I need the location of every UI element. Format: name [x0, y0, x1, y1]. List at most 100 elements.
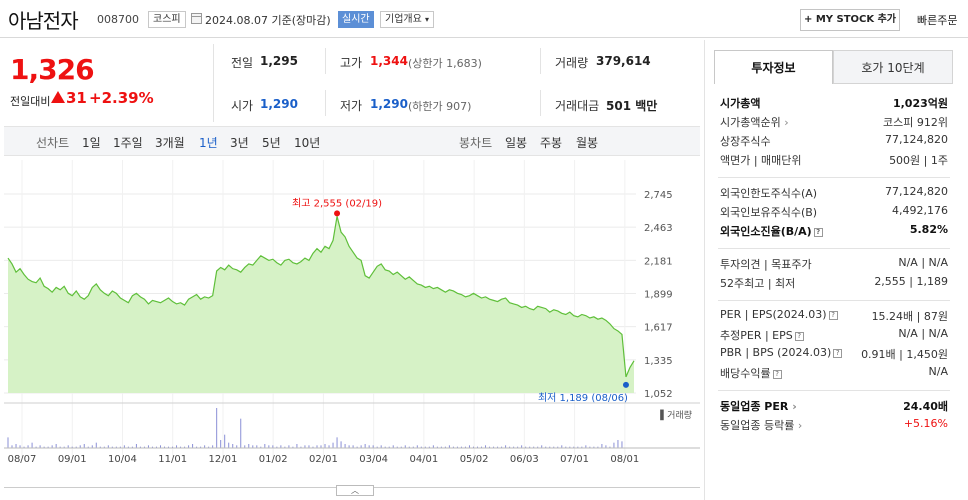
info-value: N/A | N/A: [898, 256, 948, 269]
y-tick-label: 2,745: [644, 190, 673, 201]
y-tick-label: 1,899: [644, 290, 673, 301]
price-chart[interactable]: 2,745 2,463 2,181 1,899 1,617 1,335 1,052 08/07…: [4, 160, 700, 468]
info-row: 52주최고 | 최저 2,555 | 1,189: [720, 275, 948, 292]
info-label: 시가총액순위 ›: [720, 116, 789, 129]
volume-value: 379,614: [596, 54, 651, 68]
x-tick-label: 02/01: [309, 454, 338, 465]
info-label: 상장주식수: [720, 135, 771, 148]
tab-orderbook[interactable]: 호가 10단계: [833, 50, 953, 84]
candle-monthly[interactable]: 월봉: [576, 136, 599, 150]
add-mystock-button[interactable]: + MY STOCK 추가: [800, 9, 900, 31]
chevron-right-icon: ›: [788, 400, 797, 413]
period-1w[interactable]: 1주일: [113, 136, 143, 150]
stock-header: [0, 0, 968, 38]
help-icon[interactable]: ?: [794, 332, 804, 341]
info-label: 액면가 | 매매단위: [720, 154, 802, 167]
help-icon[interactable]: ?: [828, 311, 838, 320]
info-value: +5.16%: [903, 417, 948, 430]
tab-underline-mask: [714, 84, 833, 85]
help-icon[interactable]: ?: [772, 370, 782, 379]
candle-chart-label: 봉차트: [459, 136, 493, 150]
info-value: 코스피 912위: [883, 116, 948, 129]
stock-name: 아남전자: [8, 9, 79, 33]
period-1y[interactable]: 1년: [199, 136, 218, 150]
quick-order-link[interactable]: 빠른주문: [917, 14, 958, 27]
x-tick-label: 08/07: [8, 454, 37, 465]
realtime-button[interactable]: 실시간: [338, 11, 374, 28]
info-row[interactable]: 추정PER | EPS? N/A | N/A: [720, 327, 948, 344]
amount-value: 501 백만: [606, 99, 658, 113]
info-label: 시가총액: [720, 97, 761, 110]
info-value: 500원 | 1주: [889, 154, 948, 167]
lower-limit: (하한가 907): [408, 100, 472, 113]
open-label: 시가: [231, 99, 254, 113]
chevron-right-icon: ›: [780, 116, 789, 129]
x-tick-label: 07/01: [560, 454, 589, 465]
high-label: 고가: [340, 56, 363, 70]
divider: [325, 48, 326, 74]
period-3m[interactable]: 3개월: [155, 136, 185, 150]
divider: [325, 90, 326, 116]
x-tick-label: 09/01: [58, 454, 87, 465]
period-5y[interactable]: 5년: [262, 136, 281, 150]
prev-close-value: 1,295: [260, 54, 298, 68]
period-10y[interactable]: 10년: [294, 136, 321, 150]
info-label: 52주최고 | 최저: [720, 277, 796, 290]
price-area: [8, 216, 634, 393]
period-3y[interactable]: 3년: [230, 136, 249, 150]
corp-overview-dropdown[interactable]: 기업개요 ▾: [380, 11, 435, 28]
open-value: 1,290: [260, 97, 298, 111]
volume-label: 거래량: [555, 56, 589, 70]
info-row[interactable]: 동일업종 등락률 › +5.16%: [720, 417, 948, 434]
section-divider: [718, 300, 950, 301]
info-row[interactable]: 시가총액순위 › 코스피 912위: [720, 114, 948, 131]
tab-invest-info[interactable]: 투자정보: [714, 50, 833, 84]
info-value: 1,023억원: [892, 97, 948, 110]
section-divider: [718, 390, 950, 391]
help-icon[interactable]: ?: [813, 228, 823, 237]
upper-limit: (상한가 1,683): [408, 57, 482, 70]
info-label: PER | EPS(2024.03)?: [720, 308, 838, 321]
change-label: 전일대비: [10, 95, 51, 108]
panel-divider: [704, 40, 705, 500]
info-label: 동일업종 PER ›: [720, 400, 797, 413]
info-row: 외국인보유주식수(B) 4,492,176: [720, 204, 948, 221]
info-row[interactable]: PBR | BPS (2024.03)? 0.91배 | 1,450원: [720, 346, 948, 363]
info-row: 시가총액 1,023억원: [720, 95, 948, 112]
y-tick-label: 2,181: [644, 256, 673, 267]
high-marker: [334, 210, 341, 217]
info-label: 투자의견 | 목표주가: [720, 258, 812, 271]
chevron-right-icon: ›: [794, 419, 803, 432]
period-bar: [4, 126, 700, 156]
volume-label: ▌거래량: [659, 409, 692, 421]
x-tick-label: 08/01: [610, 454, 639, 465]
info-value: N/A | N/A: [898, 327, 948, 340]
info-row[interactable]: PER | EPS(2024.03)? 15.24배 | 87원: [720, 308, 948, 325]
period-1d[interactable]: 1일: [82, 136, 101, 150]
price-line: [7, 216, 635, 378]
info-row: 외국인한도주식수(A) 77,124,820: [720, 185, 948, 202]
info-row[interactable]: 배당수익률? N/A: [720, 365, 948, 382]
x-tick-label: 06/03: [510, 454, 539, 465]
expand-chart-button[interactable]: ︿: [336, 485, 374, 496]
help-icon[interactable]: ?: [833, 349, 843, 358]
y-tick-label: 1,617: [644, 323, 673, 334]
info-row[interactable]: 외국인소진율(B/A)? 5.82%: [720, 223, 948, 240]
price-change: 31: [66, 89, 87, 107]
candle-weekly[interactable]: 주봉: [540, 136, 563, 150]
x-tick-label: 10/04: [108, 454, 137, 465]
info-label: 배당수익률?: [720, 365, 782, 381]
info-label: 외국인소진율(B/A)?: [720, 223, 823, 239]
candle-daily[interactable]: 일봉: [505, 136, 528, 150]
info-row[interactable]: 동일업종 PER › 24.40배: [720, 398, 948, 415]
info-value: 15.24배 | 87원: [871, 310, 948, 323]
x-tick-label: 01/02: [259, 454, 288, 465]
prev-close-label: 전일: [231, 56, 254, 70]
y-tick-label: 1,335: [644, 356, 673, 367]
low-marker: [622, 381, 629, 388]
market-badge: 코스피: [148, 11, 186, 28]
info-label: 동일업종 등락률 ›: [720, 419, 803, 432]
y-tick-label: 2,463: [644, 223, 673, 234]
x-tick-label: 11/01: [158, 454, 187, 465]
